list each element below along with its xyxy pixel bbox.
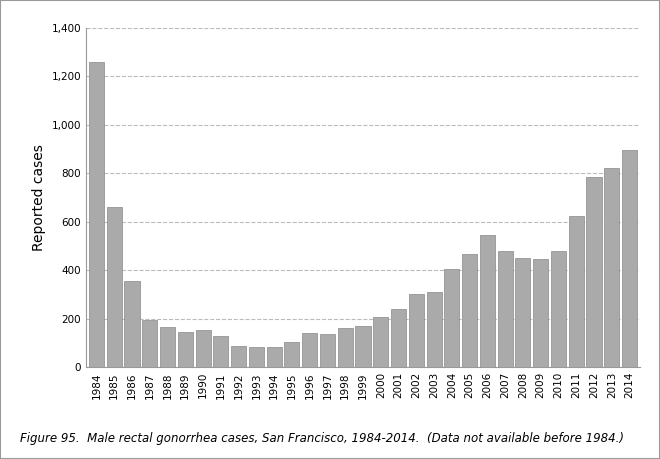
Bar [480, 235, 495, 367]
Bar [338, 328, 353, 367]
Bar [267, 347, 282, 367]
Bar [284, 341, 300, 367]
Bar [160, 327, 175, 367]
Y-axis label: Reported cases: Reported cases [32, 144, 46, 251]
Bar [533, 259, 548, 367]
Bar [551, 251, 566, 367]
Bar [107, 207, 122, 367]
Bar [178, 332, 193, 367]
Bar [320, 335, 335, 367]
Bar [604, 168, 619, 367]
Bar [426, 292, 442, 367]
Bar [89, 62, 104, 367]
Bar [587, 177, 601, 367]
Bar [373, 317, 388, 367]
Bar [622, 150, 637, 367]
Bar [231, 346, 246, 367]
Bar [391, 309, 406, 367]
Bar [302, 333, 317, 367]
Bar [125, 281, 139, 367]
Bar [356, 326, 370, 367]
Bar [515, 258, 531, 367]
Bar [213, 336, 228, 367]
Bar [142, 320, 157, 367]
Bar [409, 294, 424, 367]
Bar [195, 330, 211, 367]
Bar [444, 269, 459, 367]
Bar [462, 254, 477, 367]
Bar [249, 347, 264, 367]
Text: Figure 95.  Male rectal gonorrhea cases, San Francisco, 1984-2014.  (Data not av: Figure 95. Male rectal gonorrhea cases, … [20, 432, 624, 445]
Bar [569, 216, 584, 367]
Bar [498, 251, 513, 367]
